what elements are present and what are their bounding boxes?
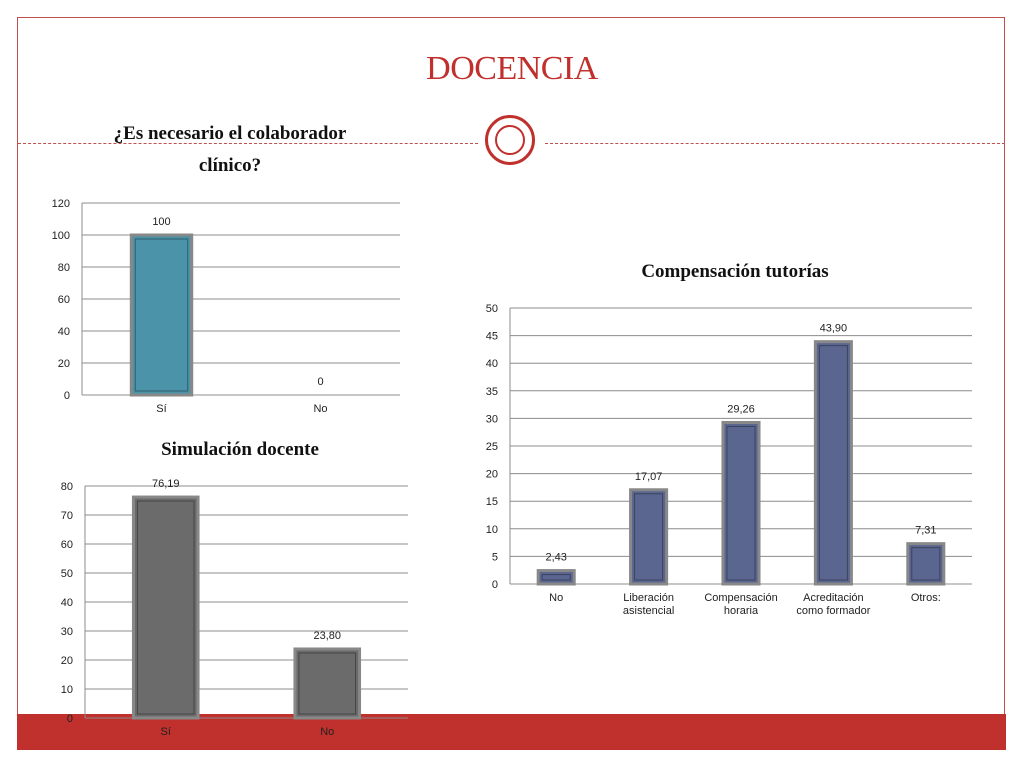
bar xyxy=(629,488,669,586)
ring-ornament xyxy=(485,115,535,165)
bar-inner-edge xyxy=(136,500,195,715)
y-tick-label: 50 xyxy=(61,568,73,580)
x-tick-label: No xyxy=(313,403,327,415)
bar-inner-edge xyxy=(541,574,571,581)
y-tick-label: 20 xyxy=(58,358,70,370)
x-tick-label: asistencial xyxy=(623,605,674,617)
y-tick-label: 40 xyxy=(61,597,73,609)
y-tick-label: 120 xyxy=(52,198,70,210)
bar xyxy=(129,233,194,397)
y-tick-label: 0 xyxy=(67,713,73,725)
y-tick-label: 60 xyxy=(61,539,73,551)
chart-simulacion: 0 10 20 30 40 50 60 70 80 76,19 Sí 23,80 No xyxy=(61,478,408,738)
y-tick-label: 20 xyxy=(61,655,73,667)
y-tick-label: 100 xyxy=(52,230,70,242)
bar-inner-edge xyxy=(634,493,664,581)
y-tick-label: 30 xyxy=(61,626,73,638)
x-tick-label: como formador xyxy=(796,605,870,617)
bottom-band xyxy=(17,714,1006,750)
x-tick-label: No xyxy=(320,726,334,738)
x-tick-label: Liberación xyxy=(623,592,674,604)
y-tick-label: 40 xyxy=(486,358,498,370)
x-tick-label: Sí xyxy=(156,403,166,415)
chart-title-line: clínico? xyxy=(198,155,262,176)
divider-right xyxy=(545,143,1005,144)
x-tick-label: Sí xyxy=(161,726,171,738)
y-tick-label: 10 xyxy=(486,524,498,536)
x-tick-label: Otros: xyxy=(911,592,941,604)
x-tick-label: Acreditación xyxy=(803,592,864,604)
y-tick-label: 45 xyxy=(486,331,498,343)
bar xyxy=(813,340,853,586)
data-label: 23,80 xyxy=(313,630,341,642)
bar xyxy=(721,420,761,586)
chart-compensacion: 0 5 10 15 20 25 30 35 40 45 50 2,43 No 17,07 Liberació… xyxy=(486,303,972,617)
data-label: 7,31 xyxy=(915,525,936,537)
y-tick-label: 70 xyxy=(61,510,73,522)
chart-title-simulacion: Simulación docente xyxy=(161,439,319,460)
data-label: 2,43 xyxy=(545,552,566,564)
bar xyxy=(906,542,946,586)
data-label: 17,07 xyxy=(635,471,663,483)
ring-ornament-inner xyxy=(495,125,525,155)
chart-colaborador: 0 20 40 60 80 100 120 100 Sí 0 No xyxy=(52,198,400,415)
y-tick-label: 25 xyxy=(486,441,498,453)
y-tick-label: 20 xyxy=(486,469,498,481)
y-tick-label: 80 xyxy=(61,481,73,493)
bar-inner-edge xyxy=(726,425,756,581)
chart-title-compensacion: Compensación tutorías xyxy=(641,261,829,282)
bar xyxy=(131,495,200,720)
chart-title-colaborador: ¿Es necesario el colaborador clínico? xyxy=(90,118,370,182)
bar-inner-edge xyxy=(911,547,941,581)
y-tick-label: 0 xyxy=(492,579,498,591)
x-tick-label: No xyxy=(549,592,563,604)
y-tick-label: 80 xyxy=(58,262,70,274)
bar xyxy=(293,647,362,720)
bar-inner-edge xyxy=(134,238,189,392)
data-label: 43,90 xyxy=(820,323,848,335)
y-tick-label: 50 xyxy=(486,303,498,315)
bar-inner-edge xyxy=(818,345,848,581)
data-label: 76,19 xyxy=(152,478,180,490)
y-tick-label: 40 xyxy=(58,326,70,338)
x-tick-label: Compensación xyxy=(704,592,777,604)
data-label: 29,26 xyxy=(727,403,755,415)
y-tick-label: 35 xyxy=(486,386,498,398)
slide-title: DOCENCIA xyxy=(426,50,598,87)
y-tick-label: 60 xyxy=(58,294,70,306)
y-tick-label: 30 xyxy=(486,413,498,425)
x-tick-label: horaria xyxy=(724,605,759,617)
data-label: 0 xyxy=(317,376,323,388)
y-tick-label: 0 xyxy=(64,390,70,402)
data-label: 100 xyxy=(152,216,170,228)
y-tick-label: 10 xyxy=(61,684,73,696)
bar-inner-edge xyxy=(298,652,357,715)
bar xyxy=(536,569,576,586)
y-tick-label: 15 xyxy=(486,496,498,508)
y-tick-label: 5 xyxy=(492,551,498,563)
chart-title-line: ¿Es necesario el colaborador xyxy=(113,123,347,144)
divider-left xyxy=(18,143,478,144)
